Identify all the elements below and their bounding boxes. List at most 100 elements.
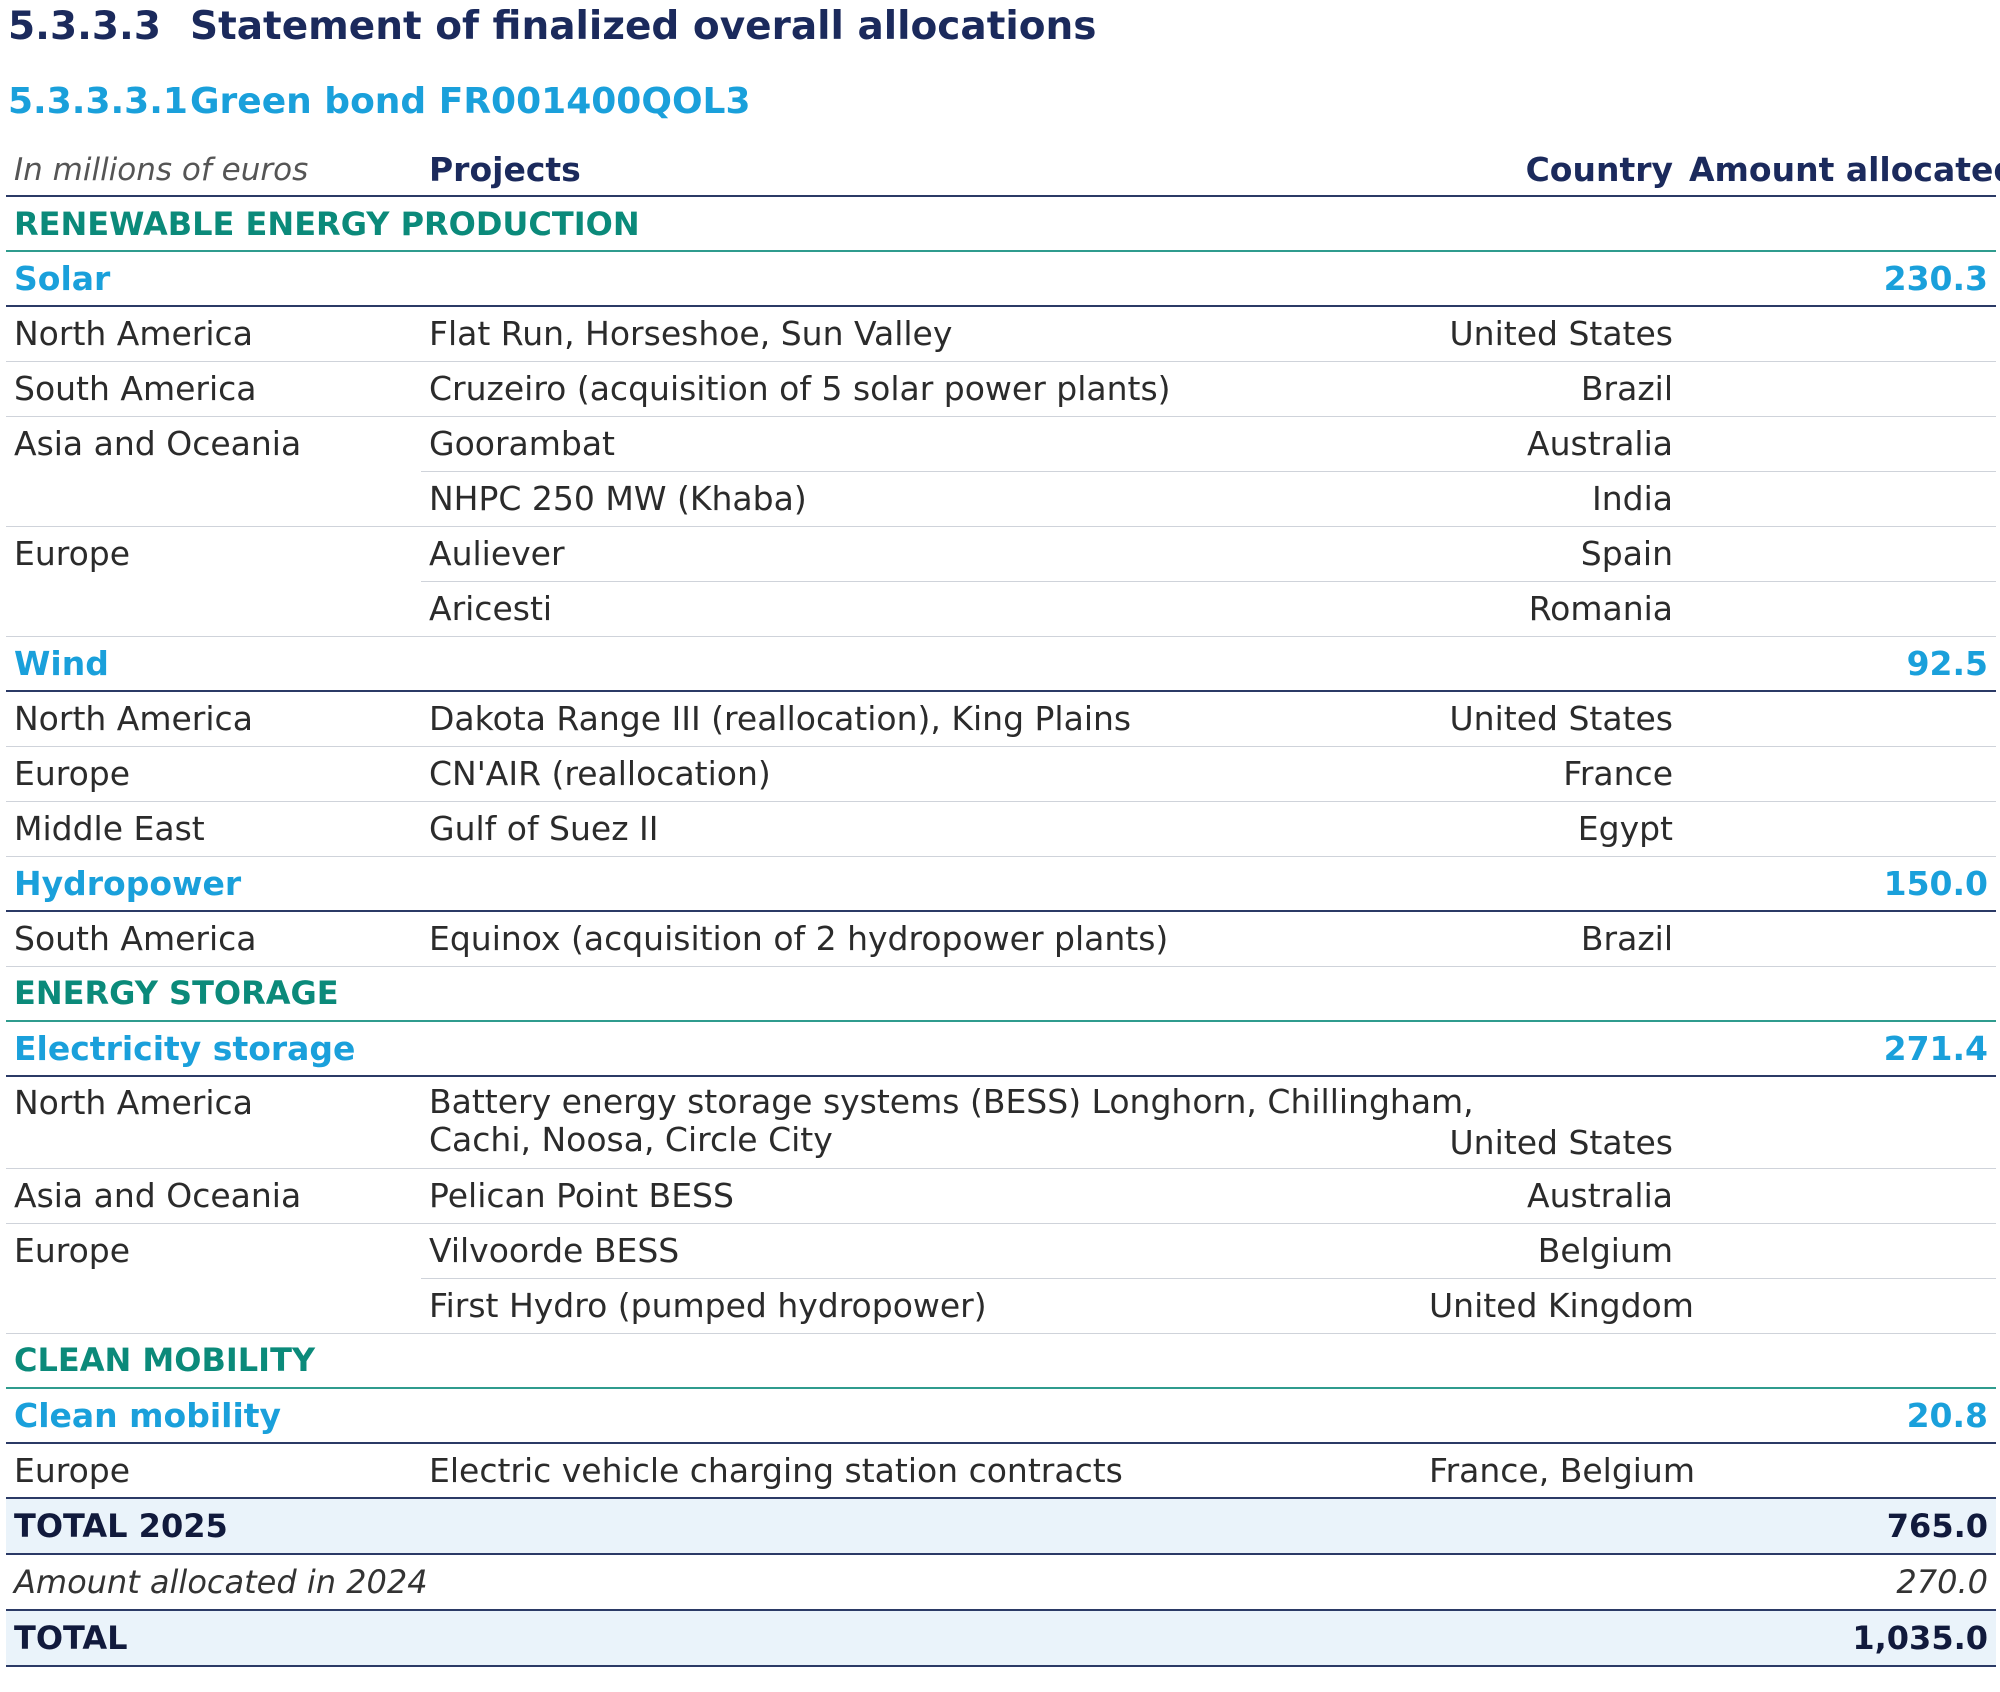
subcategory-amount: 92.5 — [1681, 636, 1996, 692]
subsection-number: 5.3.3.3.1 — [8, 81, 188, 122]
section-heading: 5.3.3.3 Statement of finalized overall a… — [6, 0, 1996, 58]
total-2025-row: TOTAL 2025 765.0 — [6, 1497, 1996, 1555]
table-row: Middle East Gulf of Suez II Egypt — [6, 801, 1996, 857]
subcategory-label: Hydropower — [6, 856, 1681, 912]
section-title: Statement of finalized overall allocatio… — [190, 4, 1097, 49]
prior-allocation-label: Amount allocated in 2024 — [6, 1554, 1681, 1611]
country-cell: United States — [1421, 306, 1681, 362]
region-cell: Asia and Oceania — [6, 416, 421, 472]
amount-cell — [1681, 1223, 1996, 1279]
country-cell: France — [1421, 746, 1681, 802]
region-cell: South America — [6, 361, 421, 417]
project-cell: Pelican Point BESS — [421, 1168, 1421, 1224]
project-cell: CN'AIR (reallocation) — [421, 746, 1421, 802]
table-row: Asia and Oceania Goorambat Australia — [6, 416, 1996, 472]
region-cell: Europe — [6, 526, 421, 582]
project-cell: Vilvoorde BESS — [421, 1223, 1421, 1279]
subcategory-label: Wind — [6, 636, 1681, 692]
amount-cell — [1681, 746, 1996, 802]
region-cell: North America — [6, 1076, 421, 1169]
category-row: CLEAN MOBILITY — [6, 1333, 1996, 1389]
subcategory-row: Wind 92.5 — [6, 636, 1996, 692]
table-row: Aricesti Romania — [6, 581, 1996, 637]
subsection-heading: 5.3.3.3.1 Green bond FR001400QOL3 — [6, 58, 1996, 128]
project-cell: Gulf of Suez II — [421, 801, 1421, 857]
country-cell: Brazil — [1421, 911, 1681, 967]
grand-total-label: TOTAL — [6, 1609, 1681, 1667]
amount-cell — [1681, 911, 1996, 967]
subcategory-amount: 150.0 — [1681, 856, 1996, 912]
project-cell: Equinox (acquisition of 2 hydropower pla… — [421, 911, 1421, 967]
region-cell — [6, 581, 421, 637]
amount-cell — [1681, 416, 1996, 472]
project-cell: Battery energy storage systems (BESS) Lo… — [421, 1076, 1474, 1169]
category-row: ENERGY STORAGE — [6, 966, 1996, 1022]
subcategory-amount: 271.4 — [1681, 1021, 1996, 1077]
prior-allocation-value: 270.0 — [1681, 1554, 1996, 1611]
region-cell: Middle East — [6, 801, 421, 857]
document-page: 5.3.3.3 Statement of finalized overall a… — [6, 0, 2000, 1667]
country-cell: Brazil — [1421, 361, 1681, 417]
amount-cell — [1681, 471, 1996, 527]
country-cell: India — [1421, 471, 1681, 527]
table-row: South America Cruzeiro (acquisition of 5… — [6, 361, 1996, 417]
subcategory-amount: 230.3 — [1681, 251, 1996, 307]
total-2025-value: 765.0 — [1681, 1497, 1996, 1555]
country-cell: Belgium — [1421, 1223, 1681, 1279]
project-cell: Electric vehicle charging station contra… — [421, 1443, 1421, 1499]
amount-cell — [1681, 526, 1996, 582]
amount-cell — [1681, 801, 1996, 857]
project-cell: NHPC 250 MW (Khaba) — [421, 471, 1421, 527]
table-row: NHPC 250 MW (Khaba) India — [6, 471, 1996, 527]
project-cell: Dakota Range III (reallocation), King Pl… — [421, 691, 1421, 747]
table-row: Europe Auliever Spain — [6, 526, 1996, 582]
amount-cell — [1681, 361, 1996, 417]
category-label: CLEAN MOBILITY — [6, 1333, 1996, 1389]
table-row: Asia and Oceania Pelican Point BESS Aust… — [6, 1168, 1996, 1224]
region-cell: North America — [6, 306, 421, 362]
subsection-title: Green bond FR001400QOL3 — [190, 81, 751, 122]
table-row: North America Dakota Range III (realloca… — [6, 691, 1996, 747]
country-header: Country — [1421, 144, 1681, 197]
subcategory-label: Clean mobility — [6, 1388, 1681, 1444]
project-cell: Aricesti — [421, 581, 1421, 637]
table-row: Europe Electric vehicle charging station… — [6, 1443, 1996, 1499]
project-cell: First Hydro (pumped hydropower) — [421, 1278, 1421, 1334]
subcategory-row: Clean mobility 20.8 — [6, 1388, 1996, 1444]
amount-cell — [1681, 306, 1996, 362]
country-cell: United States — [1421, 1076, 1681, 1169]
category-label: RENEWABLE ENERGY PRODUCTION — [6, 196, 1996, 252]
amount-cell — [1681, 691, 1996, 747]
amount-cell — [1681, 1278, 1996, 1334]
section-number: 5.3.3.3 — [8, 4, 161, 49]
table-header-row: In millions of euros Projects Country Am… — [6, 144, 2000, 197]
region-cell: South America — [6, 911, 421, 967]
grand-total-value: 1,035.0 — [1681, 1609, 1996, 1667]
country-cell: Australia — [1421, 416, 1681, 472]
country-cell: France, Belgium — [1421, 1443, 1695, 1499]
project-line: Cachi, Noosa, Circle City — [429, 1120, 833, 1159]
region-cell: North America — [6, 691, 421, 747]
country-cell: Spain — [1421, 526, 1681, 582]
grand-total-row: TOTAL 1,035.0 — [6, 1609, 1996, 1667]
subcategory-row: Hydropower 150.0 — [6, 856, 1996, 912]
country-cell: United States — [1421, 691, 1681, 747]
table-row: North America Battery energy storage sys… — [6, 1076, 1996, 1169]
amount-header: Amount allocated — [1681, 144, 2000, 197]
subcategory-label: Electricity storage — [6, 1021, 1681, 1077]
table-row: Europe Vilvoorde BESS Belgium — [6, 1223, 1996, 1279]
country-cell: Australia — [1421, 1168, 1681, 1224]
project-cell: Goorambat — [421, 416, 1421, 472]
category-row: RENEWABLE ENERGY PRODUCTION — [6, 196, 1996, 252]
subcategory-row: Solar 230.3 — [6, 251, 1996, 307]
amount-cell — [1681, 1076, 1996, 1169]
project-line: Battery energy storage systems (BESS) Lo… — [429, 1082, 1474, 1121]
region-cell — [6, 471, 421, 527]
table-row: First Hydro (pumped hydropower) United K… — [6, 1278, 1996, 1334]
project-cell: Cruzeiro (acquisition of 5 solar power p… — [421, 361, 1421, 417]
region-cell: Asia and Oceania — [6, 1168, 421, 1224]
subcategory-label: Solar — [6, 251, 1681, 307]
amount-cell — [1681, 1168, 1996, 1224]
subcategory-amount: 20.8 — [1681, 1388, 1996, 1444]
table-row: South America Equinox (acquisition of 2 … — [6, 911, 1996, 967]
